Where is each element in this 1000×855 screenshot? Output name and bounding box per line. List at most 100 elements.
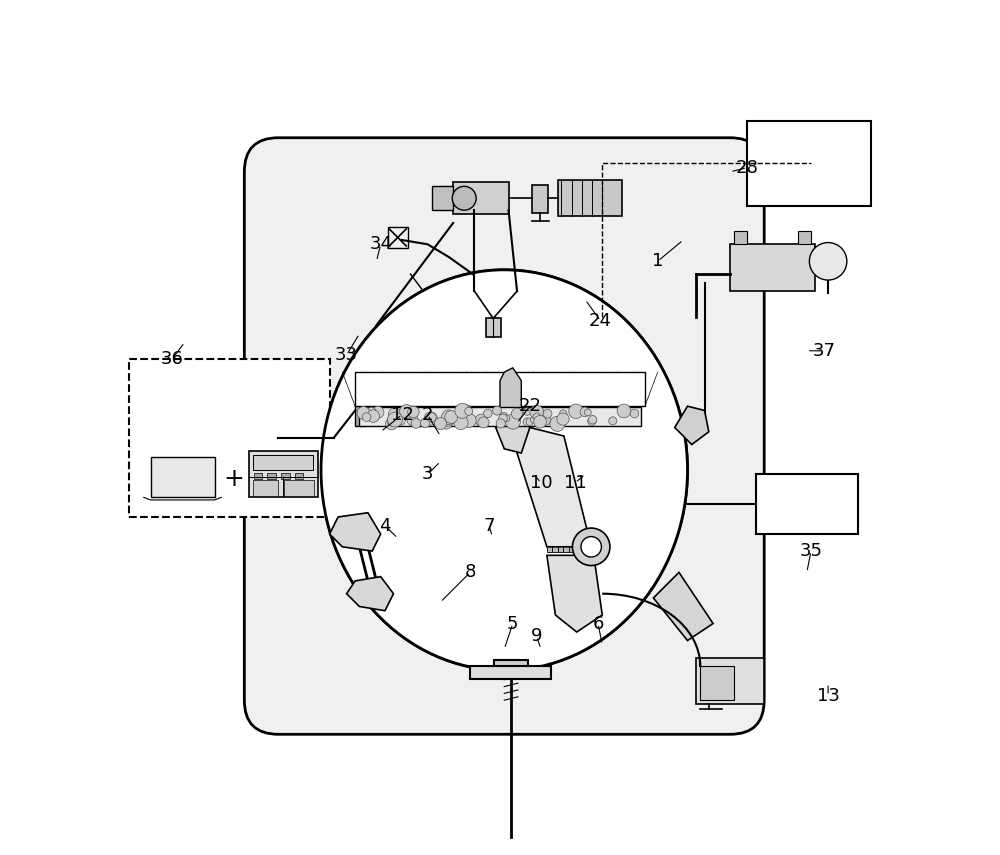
Polygon shape (500, 368, 521, 410)
Circle shape (408, 406, 419, 417)
Bar (151, 489, 215, 498)
Bar (558, 180, 622, 216)
Circle shape (420, 418, 430, 428)
Bar (355, 372, 645, 406)
Circle shape (395, 416, 405, 425)
FancyBboxPatch shape (244, 138, 764, 734)
Bar (798, 232, 811, 245)
Bar (254, 473, 262, 479)
Bar (552, 542, 558, 552)
Bar (281, 473, 290, 479)
Circle shape (452, 186, 476, 210)
Text: 1: 1 (652, 252, 663, 270)
Bar (355, 405, 365, 426)
Bar (470, 666, 551, 679)
Circle shape (367, 410, 379, 422)
Circle shape (569, 404, 583, 418)
Circle shape (557, 413, 569, 425)
Circle shape (407, 415, 418, 426)
Circle shape (388, 412, 402, 427)
Bar (155, 463, 210, 487)
Circle shape (617, 404, 631, 418)
Circle shape (588, 416, 597, 424)
Circle shape (530, 416, 538, 423)
FancyBboxPatch shape (129, 359, 330, 517)
Circle shape (478, 417, 489, 428)
Circle shape (411, 419, 421, 428)
Circle shape (530, 405, 544, 419)
Circle shape (427, 413, 436, 422)
Circle shape (454, 416, 468, 429)
Text: 36: 36 (160, 351, 183, 369)
Text: 13: 13 (817, 687, 840, 705)
Text: 35: 35 (800, 542, 823, 560)
Circle shape (465, 407, 473, 416)
Bar (575, 542, 580, 552)
Text: 3: 3 (422, 465, 433, 483)
Polygon shape (517, 428, 591, 547)
Circle shape (435, 417, 447, 429)
Circle shape (584, 409, 591, 416)
Text: 22: 22 (518, 398, 541, 416)
Circle shape (543, 410, 552, 418)
Bar (747, 121, 871, 206)
Bar (494, 660, 528, 670)
Text: 4: 4 (379, 516, 391, 534)
Circle shape (400, 404, 413, 418)
Text: 12: 12 (391, 406, 413, 424)
Polygon shape (347, 576, 393, 610)
Circle shape (440, 416, 452, 429)
Bar (730, 245, 815, 292)
Bar (696, 657, 764, 705)
Circle shape (539, 414, 551, 426)
Circle shape (493, 406, 502, 415)
Circle shape (581, 537, 601, 557)
Circle shape (357, 406, 370, 420)
Bar (586, 542, 591, 552)
Bar (756, 475, 858, 534)
Circle shape (523, 418, 531, 426)
Circle shape (588, 417, 596, 426)
Circle shape (523, 408, 531, 416)
Text: +: + (224, 467, 245, 491)
Ellipse shape (321, 270, 687, 670)
Bar (295, 473, 303, 479)
Bar (249, 451, 318, 498)
Circle shape (526, 418, 533, 426)
Bar (580, 542, 585, 552)
Circle shape (503, 415, 510, 422)
Bar (284, 481, 314, 496)
Circle shape (500, 412, 508, 420)
Circle shape (809, 243, 847, 280)
Bar (253, 455, 313, 470)
Bar (563, 542, 569, 552)
Circle shape (397, 410, 405, 417)
Circle shape (580, 407, 590, 416)
Circle shape (362, 413, 371, 422)
Circle shape (424, 412, 437, 425)
Text: 37: 37 (812, 342, 835, 360)
Circle shape (367, 407, 376, 416)
Polygon shape (330, 513, 381, 551)
Bar (532, 186, 548, 213)
Text: 5: 5 (507, 615, 519, 633)
Bar (253, 481, 278, 496)
Circle shape (445, 410, 458, 423)
Text: 2: 2 (422, 406, 433, 424)
Circle shape (372, 406, 384, 418)
Bar (734, 232, 747, 245)
Bar (267, 473, 276, 479)
Ellipse shape (321, 270, 687, 670)
Text: 6: 6 (592, 615, 604, 633)
Circle shape (462, 414, 476, 428)
Bar (432, 186, 453, 210)
Circle shape (505, 414, 520, 429)
Circle shape (388, 408, 402, 421)
Circle shape (533, 407, 543, 417)
Circle shape (511, 408, 522, 419)
Circle shape (496, 419, 505, 428)
Bar (700, 666, 734, 700)
Bar (558, 542, 563, 552)
Text: 9: 9 (531, 628, 542, 646)
Circle shape (499, 414, 507, 422)
